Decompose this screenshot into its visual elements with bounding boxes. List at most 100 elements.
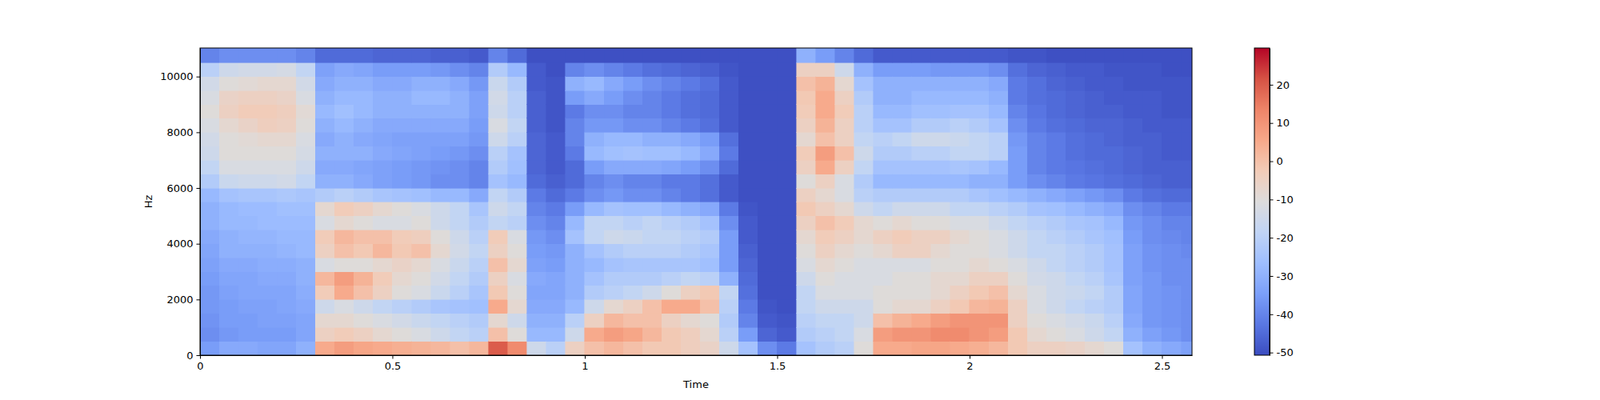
spectrogram-cell [450,118,470,132]
spectrogram-cell [873,313,893,328]
spectrogram-cell [334,216,354,230]
spectrogram-cell [719,188,739,202]
spectrogram-cell [1046,272,1066,286]
spectrogram-cell [1008,285,1028,300]
spectrogram-cell [757,104,777,119]
spectrogram-cell [315,132,335,146]
spectrogram-cell [508,299,528,313]
spectrogram-cell [257,229,277,244]
spectrogram-cell [584,216,604,230]
spectrogram-cell [816,272,836,286]
spectrogram-cell [950,341,970,356]
spectrogram-cell [816,299,836,313]
spectrogram-cell [565,229,585,244]
spectrogram-cell [700,118,720,132]
spectrogram-cell [738,146,758,160]
spectrogram-cell [1181,104,1192,119]
spectrogram-cell [835,229,855,244]
spectrogram-cell [796,327,816,341]
spectrogram-cell [1008,299,1028,313]
spectrogram-cell [469,104,489,119]
spectrogram-cell [372,90,392,104]
spectrogram-cell [700,327,720,341]
spectrogram-cell [257,257,277,272]
spectrogram-cell [353,201,373,216]
spectrogram-cell [1046,118,1066,132]
spectrogram-cell [642,229,662,244]
spectrogram-cell [1142,244,1162,258]
tick-mark [1269,123,1274,124]
spectrogram-cell [776,104,796,119]
spectrogram-cell [1046,132,1066,146]
spectrogram-cell [353,48,373,63]
spectrogram-cell [372,313,392,328]
spectrogram-cell [584,76,604,91]
spectrogram-cell [315,327,335,341]
spectrogram-cell [1123,244,1143,258]
spectrogram-cell [642,299,662,313]
spectrogram-cell [200,132,220,146]
spectrogram-cell [950,272,970,286]
spectrogram-cell [315,146,335,160]
tick-mark [196,132,201,133]
spectrogram-cell [969,244,989,258]
spectrogram-cell [469,76,489,91]
spectrogram-cell [969,48,989,63]
spectrogram-cell [1181,341,1192,356]
spectrogram-cell [738,341,758,356]
spectrogram-cell [469,160,489,174]
spectrogram-cell [546,201,566,216]
spectrogram-cell [661,299,681,313]
spectrogram-cell [431,327,451,341]
spectrogram-cell [1123,132,1143,146]
spectrogram-cell [623,285,643,300]
spectrogram-cell [892,188,912,202]
spectrogram-cell [873,201,893,216]
spectrogram-cell [469,299,489,313]
spectrogram-cell [1161,188,1181,202]
spectrogram-cell [508,327,528,341]
spectrogram-cell [661,313,681,328]
spectrogram-cell [450,76,470,91]
spectrogram-cell [257,285,277,300]
spectrogram-cell [565,174,585,188]
spectrogram-cell [1065,341,1085,356]
spectrogram-cell [1046,285,1066,300]
spectrogram-cell [508,132,528,146]
spectrogram-cell [1084,146,1104,160]
spectrogram-cell [738,48,758,63]
spectrogram-cell [372,229,392,244]
spectrogram-cell [1065,313,1085,328]
spectrogram-cell [508,104,528,119]
spectrogram-cell [353,160,373,174]
spectrogram-cell [431,341,451,356]
spectrogram-cell [796,341,816,356]
spectrogram-cell [796,201,816,216]
spectrogram-cell [1046,216,1066,230]
spectrogram-cell [469,201,489,216]
spectrogram-cell [931,160,951,174]
spectrogram-cell [1104,229,1124,244]
spectrogram-cell [584,341,604,356]
spectrogram-cell [776,285,796,300]
spectrogram-cell [661,174,681,188]
spectrogram-cell [1142,160,1162,174]
spectrogram-cell [931,272,951,286]
spectrogram-cell [1084,341,1104,356]
spectrogram-cell [1027,257,1047,272]
spectrogram-cell [546,216,566,230]
spectrogram-cell [623,62,643,76]
spectrogram-cell [757,299,777,313]
spectrogram-cell [527,62,547,76]
spectrogram-cell [854,62,874,76]
heatmap-cells [200,48,1192,356]
spectrogram-cell [835,201,855,216]
spectrogram-cell [1104,285,1124,300]
spectrogram-cell [450,174,470,188]
spectrogram-cell [796,76,816,91]
spectrogram-cell [372,327,392,341]
spectrogram-cell [508,48,528,63]
spectrogram-cell [353,272,373,286]
spectrogram-cell [719,62,739,76]
spectrogram-cell [738,132,758,146]
